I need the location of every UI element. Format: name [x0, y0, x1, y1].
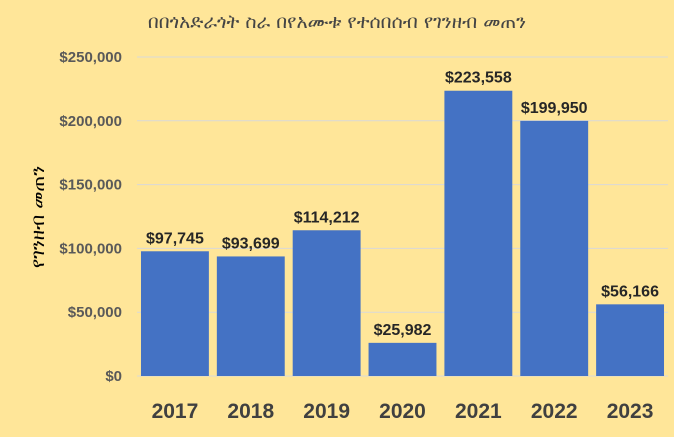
- x-axis-ticks: 2017 2018 2019 2020 2021 2022 2023: [152, 400, 654, 423]
- x-tick-label-2018: 2018: [227, 400, 274, 423]
- y-tick-label: $50,000: [68, 304, 122, 321]
- x-tick-label-2019: 2019: [303, 400, 350, 423]
- x-tick-label-2021: 2021: [455, 400, 502, 423]
- bars: [140, 90, 665, 376]
- y-tick-label: $150,000: [59, 177, 122, 194]
- y-tick-label: $200,000: [59, 113, 122, 130]
- data-label-2018: $93,699: [222, 235, 280, 252]
- data-label-2021: $223,558: [445, 70, 512, 87]
- y-tick-label: $100,000: [59, 240, 122, 257]
- data-label-2020: $25,982: [374, 322, 432, 339]
- x-tick-label-2017: 2017: [152, 400, 199, 423]
- bar-2022: [520, 120, 589, 376]
- bar-2019: [292, 230, 361, 376]
- data-label-2022: $199,950: [521, 100, 588, 117]
- y-axis-label: የገንዘብ መጠን: [27, 166, 49, 268]
- data-label-2019: $114,212: [294, 209, 360, 226]
- bar-2018: [216, 256, 285, 376]
- y-tick-label: $0: [105, 368, 122, 385]
- x-tick-label-2020: 2020: [379, 400, 426, 423]
- bar-2023: [596, 304, 665, 376]
- y-tick-label: $250,000: [59, 49, 122, 66]
- x-tick-label-2022: 2022: [531, 400, 578, 423]
- data-label-2023: $56,166: [601, 283, 659, 300]
- bar-2021: [444, 90, 513, 376]
- y-axis-ticks: $0 $50,000 $100,000 $150,000 $200,000 $250,00…: [59, 49, 122, 385]
- data-label-2017: $97,745: [146, 230, 204, 247]
- x-tick-label-2023: 2023: [607, 400, 654, 423]
- chart-title: በበጎአድራጎት ስራ በየአሙቱ የተሰበሰብ የገንዘብ መጠን: [148, 11, 526, 33]
- bar-2017: [140, 251, 209, 376]
- bar-2020: [368, 342, 437, 376]
- data-labels: $97,745 $93,699 $114,212 $25,982 $223,558 $19…: [146, 70, 659, 339]
